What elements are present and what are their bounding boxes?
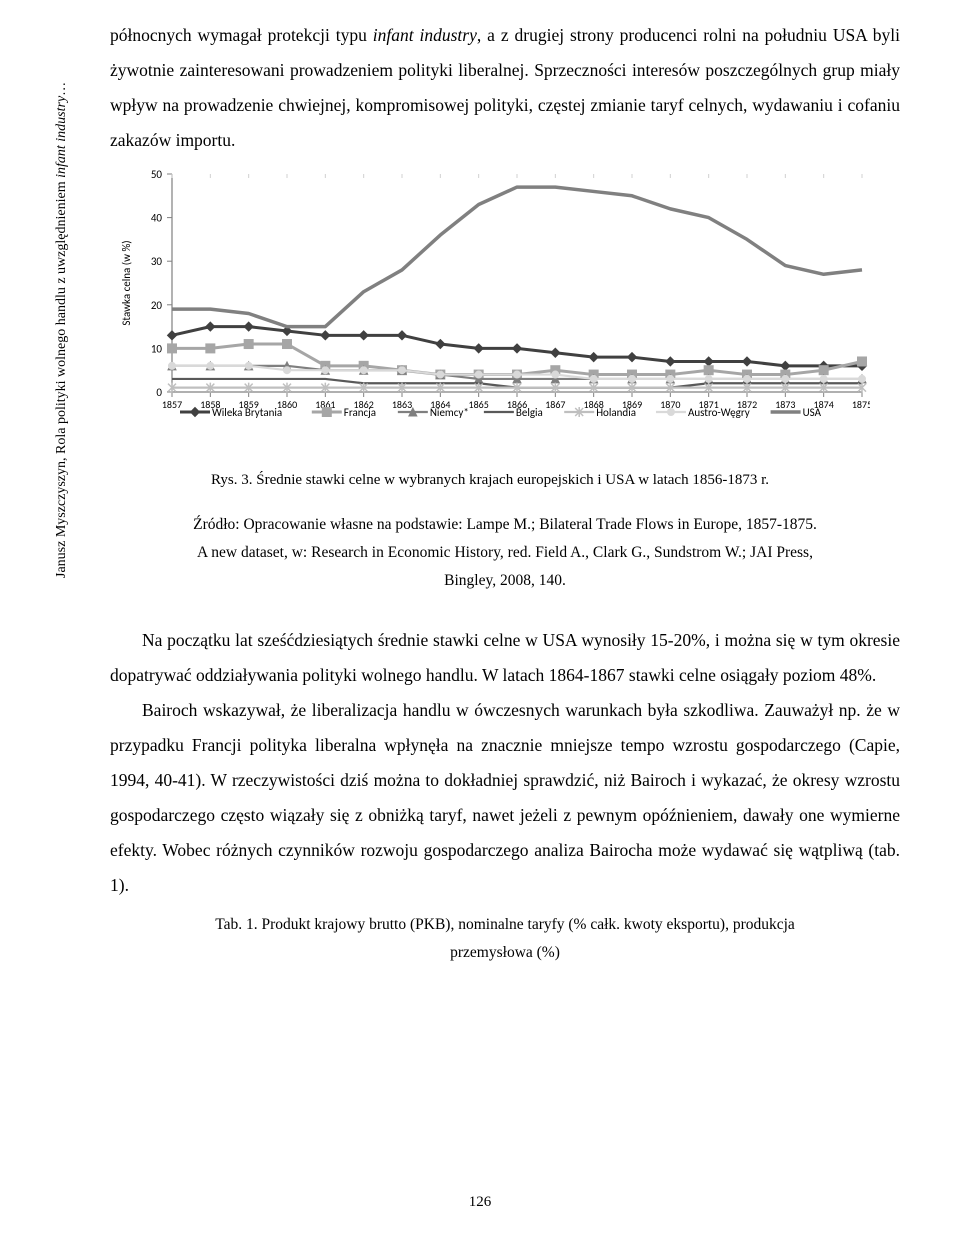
figure-3: 01020304050Stawka celna (w %)18571858185… <box>110 166 870 489</box>
page: Janusz Myszczyszyn, Rola polityki wolneg… <box>0 0 960 1241</box>
table-caption-line-1: Tab. 1. Produkt krajowy brutto (PKB), no… <box>215 916 795 933</box>
svg-text:USA: USA <box>803 406 822 419</box>
svg-text:1857: 1857 <box>162 398 182 411</box>
source-line-3: Bingley, 2008, 140. <box>444 572 566 589</box>
para1-italic: infant industry <box>373 25 477 45</box>
svg-text:30: 30 <box>151 255 163 268</box>
svg-text:Austro-Węgry: Austro-Węgry <box>688 406 750 419</box>
source-line-2: A new dataset, w: Research in Economic H… <box>197 544 813 561</box>
svg-text:40: 40 <box>151 212 163 225</box>
source-line-1: Źródło: Opracowanie własne na podstawie:… <box>193 516 817 533</box>
main-column: północnych wymagał protekcji typu infant… <box>110 18 900 966</box>
svg-text:50: 50 <box>151 168 163 181</box>
svg-text:Wileka Brytania: Wileka Brytania <box>212 406 282 419</box>
running-head-vertical: Janusz Myszczyszyn, Rola polityki wolneg… <box>54 18 78 578</box>
svg-text:1867: 1867 <box>545 398 565 411</box>
running-head-italic: infant industry <box>54 96 69 178</box>
tariff-chart: 01020304050Stawka celna (w %)18571858185… <box>110 166 870 456</box>
svg-text:Holandia: Holandia <box>596 406 636 419</box>
tariff-chart-svg: 01020304050Stawka celna (w %)18571858185… <box>110 166 870 456</box>
svg-text:1873: 1873 <box>775 398 795 411</box>
paragraph-1: północnych wymagał protekcji typu infant… <box>110 18 900 158</box>
page-number: 126 <box>0 1194 960 1211</box>
svg-text:1863: 1863 <box>392 398 412 411</box>
figure-source: Źródło: Opracowanie własne na podstawie:… <box>110 511 900 595</box>
svg-text:10: 10 <box>151 342 163 355</box>
running-head-suffix: … <box>54 82 69 96</box>
svg-text:Francja: Francja <box>344 406 376 419</box>
svg-text:Stawka celna (w %): Stawka celna (w %) <box>120 240 133 325</box>
svg-text:1865: 1865 <box>469 398 489 411</box>
running-head-prefix: Janusz Myszczyszyn, Rola polityki wolneg… <box>54 178 69 578</box>
svg-text:Niemcy*: Niemcy* <box>430 406 469 419</box>
svg-text:1875: 1875 <box>852 398 870 411</box>
table-caption: Tab. 1. Produkt krajowy brutto (PKB), no… <box>110 911 900 967</box>
paragraph-3: Bairoch wskazywał, że liberalizacja hand… <box>110 693 900 903</box>
para1-pre: północnych wymagał protekcji typu <box>110 25 373 45</box>
figure-caption: Rys. 3. Średnie stawki celne w wybranych… <box>110 472 870 489</box>
paragraph-2: Na początku lat sześćdziesiątych średnie… <box>110 623 900 693</box>
svg-text:Belgia: Belgia <box>516 406 543 419</box>
table-caption-line-2: przemysłowa (%) <box>450 944 560 961</box>
svg-text:20: 20 <box>151 299 163 312</box>
